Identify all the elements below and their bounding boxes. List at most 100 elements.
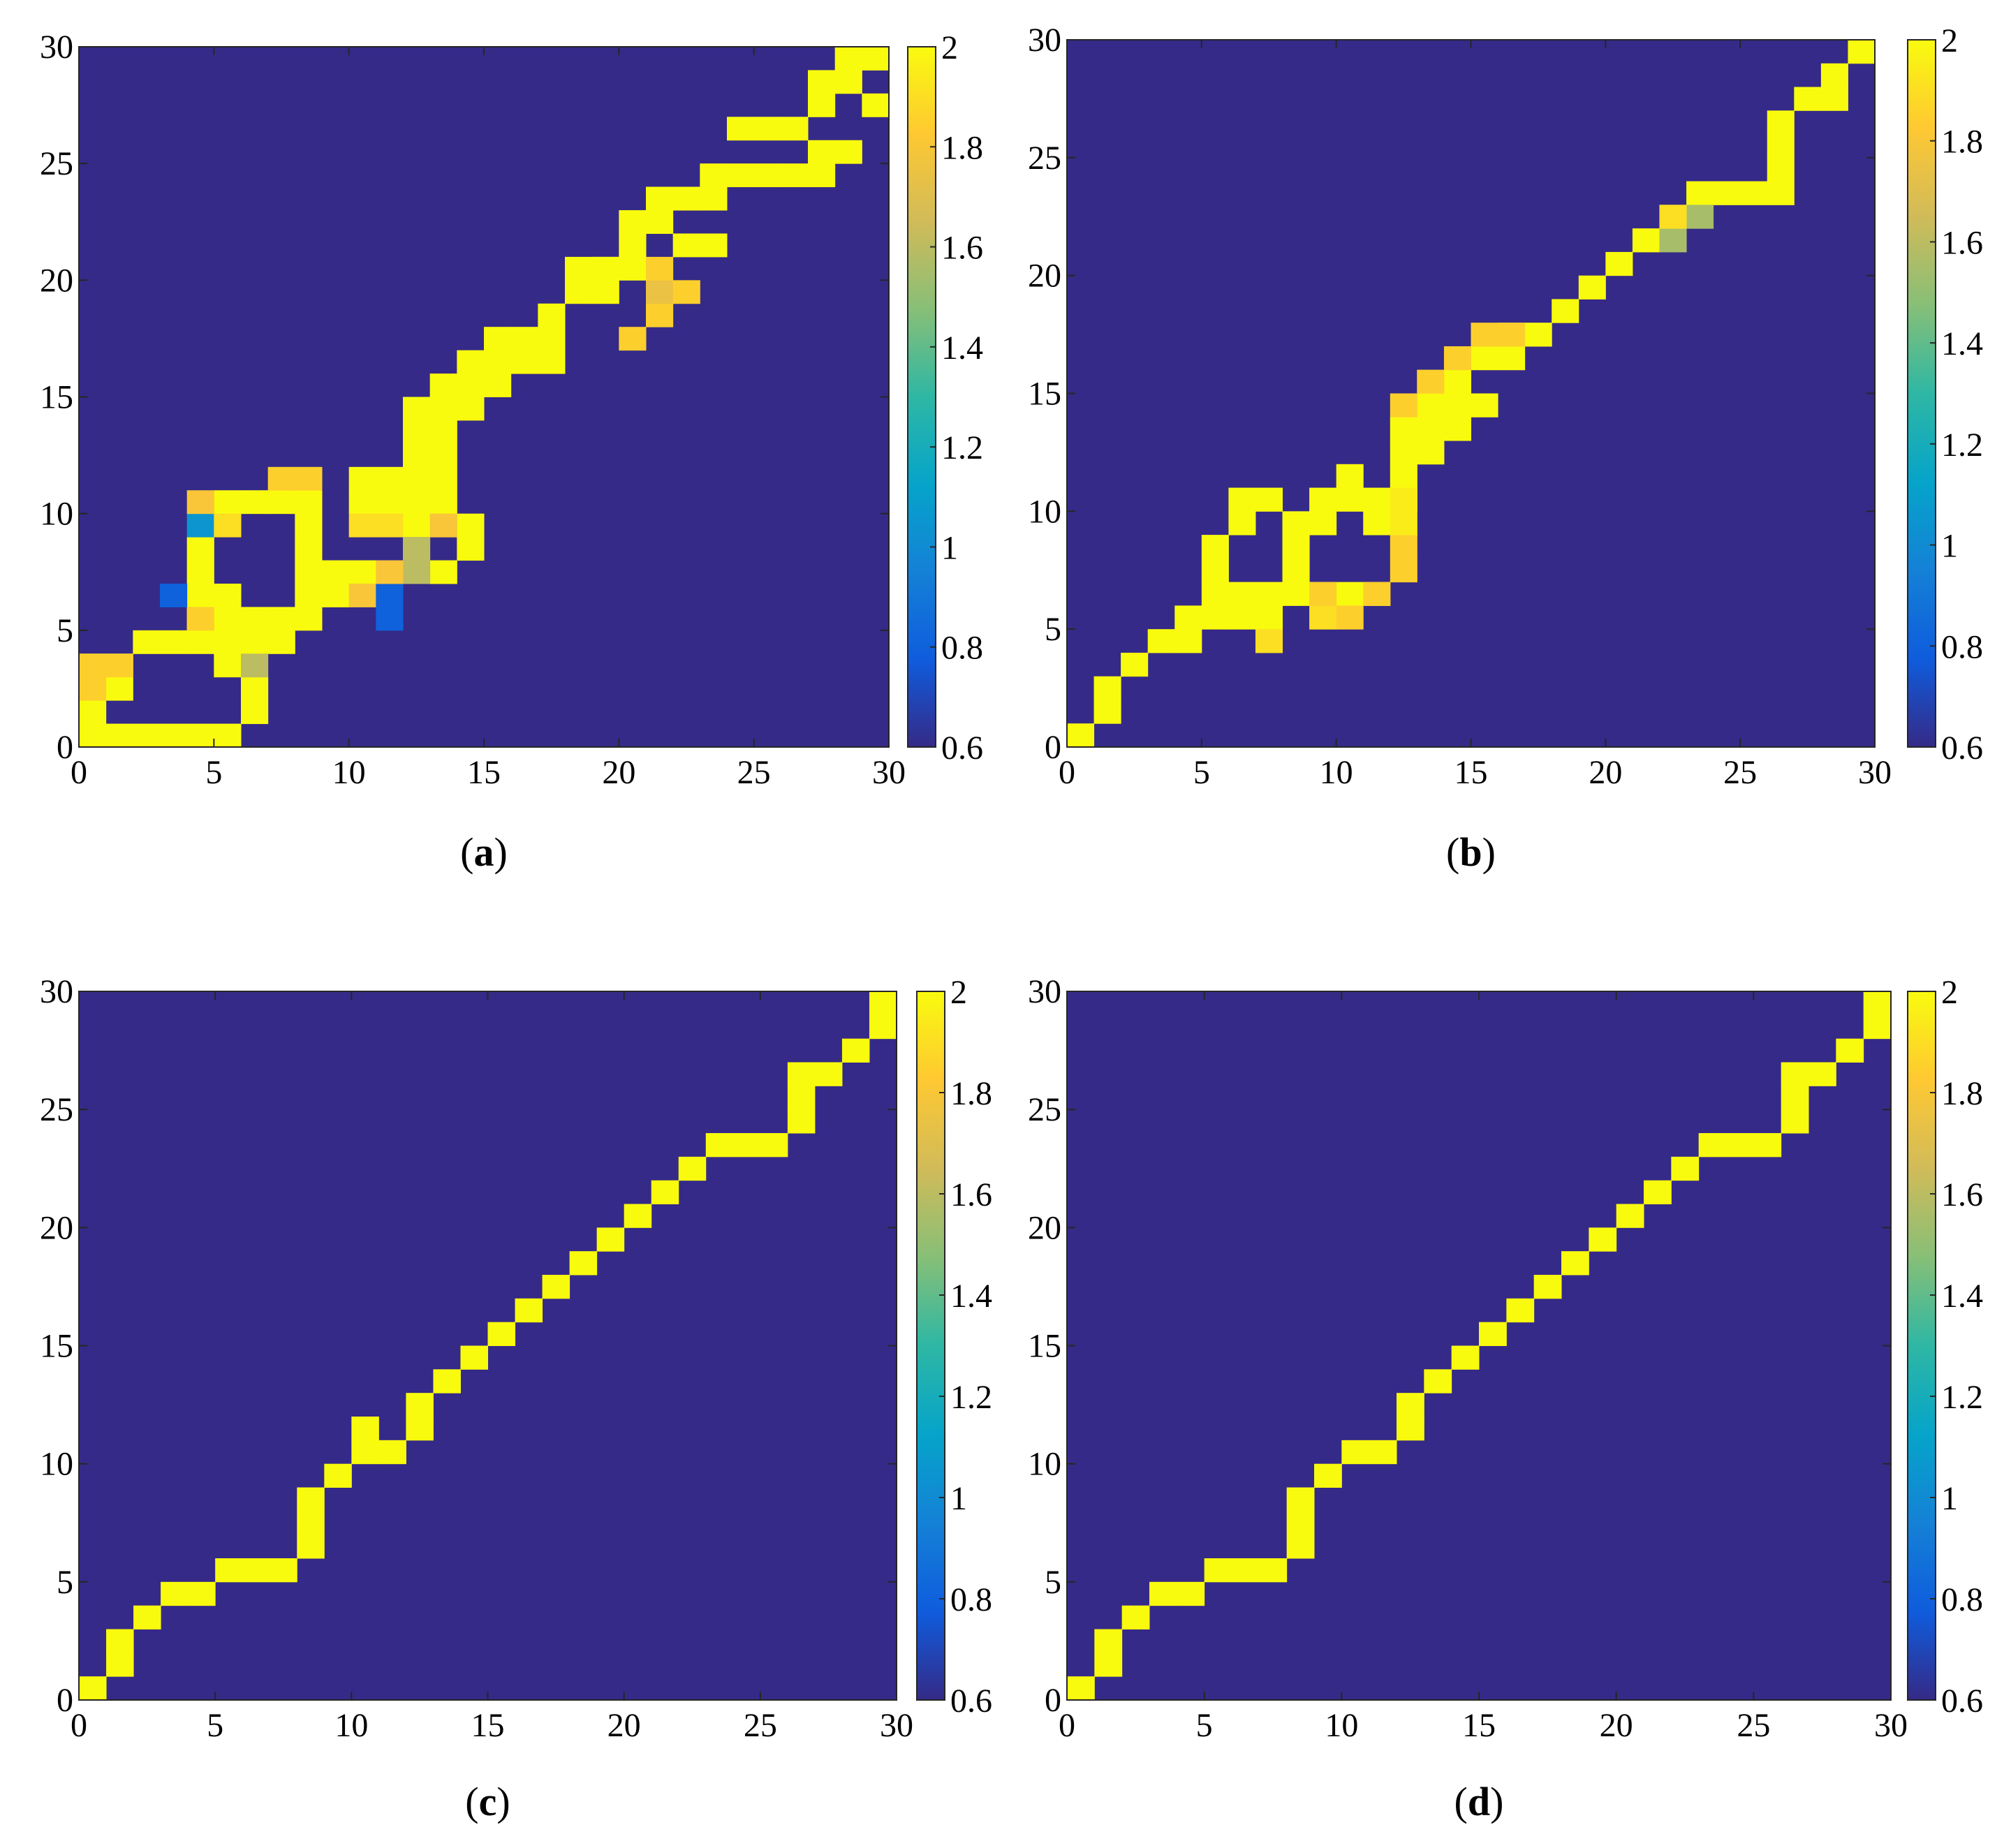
colorbar-tick-label: 1.6: [941, 230, 983, 267]
heatmap-cell: [297, 1511, 325, 1535]
heatmap-cell: [1781, 1086, 1809, 1110]
y-tick-label: 30: [40, 29, 73, 66]
heatmap-cell: [619, 256, 647, 281]
x-tick-label: 25: [1737, 1707, 1770, 1744]
heatmap-cell: [808, 93, 836, 117]
y-tick-label: 5: [1045, 1564, 1061, 1601]
heatmap-cell: [538, 303, 566, 327]
heatmap-cell: [727, 117, 755, 141]
colorbar-tick-label: 0.8: [941, 630, 983, 667]
heatmap-cell: [1201, 605, 1229, 630]
colorbar-tick-label: 1.8: [950, 1075, 992, 1112]
heatmap-cell: [133, 723, 161, 748]
heatmap-cell: [1255, 582, 1283, 606]
heatmap-cell: [429, 397, 457, 421]
heatmap-cell: [79, 700, 107, 725]
x-tick-label: 5: [1193, 754, 1210, 791]
heatmap-cell: [1417, 441, 1445, 465]
y-tick-label: 10: [1028, 1446, 1061, 1483]
heatmap-cell: [295, 607, 323, 631]
heatmap-cell: [1767, 181, 1795, 205]
heatmap-cell: [569, 1251, 598, 1276]
heatmap-cell: [457, 350, 485, 374]
heatmap-cell: [348, 560, 376, 584]
heatmap-cell: [1201, 535, 1229, 559]
heatmap-cell: [403, 420, 431, 444]
heatmap-cell: [267, 466, 295, 491]
x-tick-label: 15: [467, 754, 501, 791]
heatmap-cell: [186, 513, 214, 538]
heatmap-cell: [241, 700, 269, 725]
heatmap-cell: [1616, 1204, 1644, 1228]
colorbar-tick-label: 1: [1941, 1480, 1958, 1517]
colorbar-tick-label: 0.8: [1941, 628, 1983, 665]
heatmap-cell: [214, 513, 242, 538]
heatmap-cell: [1067, 723, 1095, 748]
heatmap-cell: [1632, 228, 1660, 253]
heatmap-cell: [700, 186, 728, 211]
heatmap-cell: [1767, 110, 1795, 135]
heatmap-cell: [672, 186, 700, 211]
heatmap-cell: [1204, 1558, 1232, 1583]
heatmap-cells: [1067, 991, 1892, 1701]
heatmap-cell: [1390, 393, 1417, 417]
heatmap-cell: [214, 607, 242, 631]
heatmap-cell: [1809, 1062, 1836, 1086]
heatmap-cell: [106, 1629, 134, 1653]
heatmap-cell: [161, 1581, 189, 1606]
heatmap-cell: [1228, 511, 1256, 535]
heatmap-cell: [619, 210, 647, 234]
colorbar-tick-label: 1.2: [950, 1379, 992, 1416]
heatmap-cell: [295, 466, 323, 491]
x-tick-label: 15: [471, 1707, 505, 1744]
heatmap-cell: [510, 327, 538, 351]
panel-a: 0 5 10 15 20 25 30 0 5 10 15 20 25 30 0.6 0.8 1 1.2 1.4 1.6…: [40, 29, 983, 875]
colorbar-gradient: [907, 46, 936, 748]
heatmap-cell: [1094, 1653, 1123, 1677]
colorbar-tick-label: 2: [1941, 974, 1958, 1011]
heatmap-cell: [1397, 1393, 1424, 1417]
heatmap-cell: [1228, 582, 1256, 606]
x-tick-label: 0: [71, 1707, 87, 1744]
heatmap-cell: [1282, 511, 1310, 535]
heatmap-cell: [433, 1369, 461, 1394]
x-tick-label: 10: [1320, 754, 1353, 791]
heatmap-cell: [1506, 1298, 1535, 1323]
heatmap-cell: [1686, 181, 1714, 205]
heatmap-cell: [1726, 1133, 1754, 1158]
heatmap-cell: [322, 583, 350, 607]
panel-caption: (c): [465, 1779, 510, 1824]
heatmap-cell: [1149, 1581, 1177, 1606]
heatmap-cell: [484, 374, 512, 397]
heatmap-cell: [1286, 1487, 1315, 1511]
x-tick-label: 0: [1059, 1707, 1075, 1744]
colorbar-tick-label: 1.2: [1941, 427, 1983, 464]
colorbar-tick-label: 1.4: [941, 330, 983, 367]
heatmap-cell: [1093, 700, 1121, 724]
heatmap-cell: [186, 583, 214, 607]
heatmap-cell: [295, 513, 323, 538]
x-tick-label: 0: [71, 754, 87, 791]
heatmap-cell: [1443, 417, 1471, 441]
y-tick-label: 30: [1028, 973, 1061, 1010]
x-tick-label: 25: [737, 754, 771, 791]
x-tick-label: 20: [1600, 1707, 1633, 1744]
heatmap-cell: [1471, 346, 1498, 371]
heatmap-cell: [376, 490, 404, 515]
heatmap-cell: [760, 1133, 788, 1158]
heatmap-cell: [1740, 181, 1768, 205]
heatmap-cell: [1820, 87, 1848, 111]
heatmap-cell: [403, 443, 431, 468]
colorbar-tick-label: 1: [1941, 528, 1958, 565]
heatmap-cell: [1094, 1629, 1123, 1653]
heatmap-cell: [267, 630, 295, 654]
colorbar-tick-label: 2: [950, 974, 967, 1011]
heatmap-cell: [1659, 228, 1687, 253]
heatmap-cell: [646, 280, 674, 304]
heatmap-cell: [1336, 487, 1364, 512]
heatmap-cell: [619, 327, 647, 351]
heatmap-cell: [1309, 582, 1337, 606]
heatmap-cell: [565, 256, 593, 281]
heatmap-cell: [378, 1440, 406, 1465]
